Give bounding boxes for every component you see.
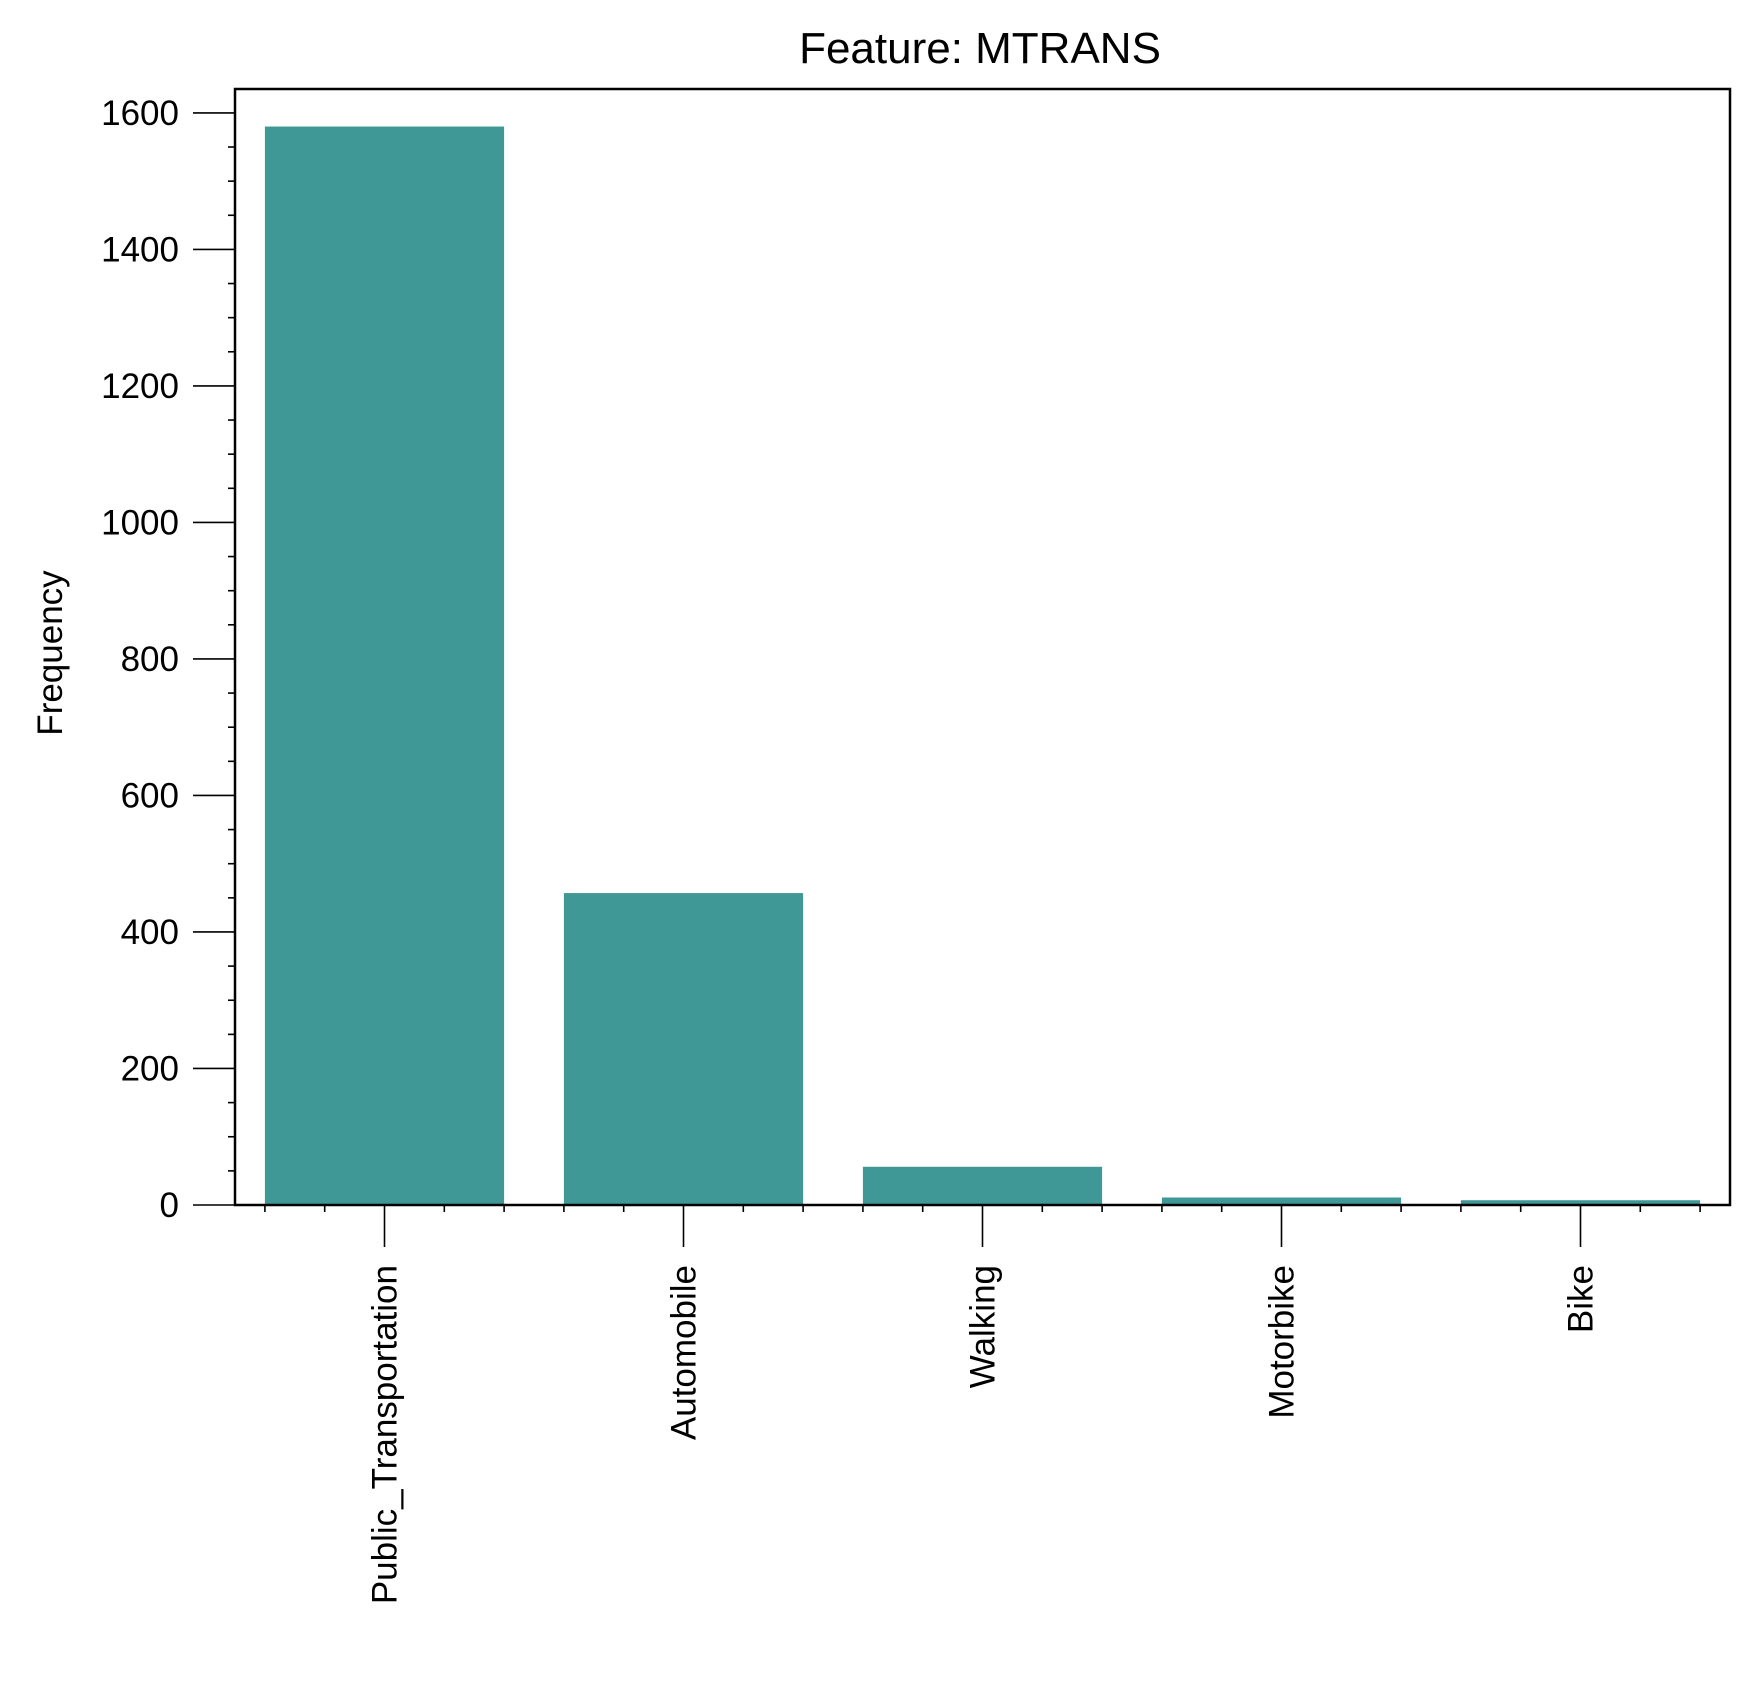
y-tick-label: 800 bbox=[121, 640, 179, 679]
y-tick-label: 600 bbox=[121, 776, 179, 815]
y-axis-label: Frequency bbox=[31, 570, 70, 736]
bar-bike bbox=[1460, 1200, 1701, 1205]
bar-automobile bbox=[563, 893, 804, 1205]
y-axis: 0 200 400 600 800 1000 1200 1400 1600 bbox=[101, 94, 235, 1225]
y-tick-label: 1400 bbox=[101, 230, 179, 269]
y-tick-label: 1000 bbox=[101, 503, 179, 542]
y-tick-label: 200 bbox=[121, 1049, 179, 1088]
bars-layer bbox=[264, 126, 1701, 1206]
y-tick-label: 0 bbox=[160, 1186, 179, 1225]
y-tick-label: 400 bbox=[121, 913, 179, 952]
x-tick-label: Public_Transportation bbox=[366, 1265, 405, 1604]
x-tick-label: Motorbike bbox=[1263, 1265, 1302, 1419]
y-tick-label: 1200 bbox=[101, 367, 179, 406]
plot-frame bbox=[233, 87, 1732, 1207]
x-tick-label: Walking bbox=[964, 1265, 1003, 1388]
x-tick-label: Bike bbox=[1562, 1265, 1601, 1333]
chart-title: Feature: MTRANS bbox=[799, 24, 1161, 73]
bar-motorbike bbox=[1161, 1197, 1402, 1205]
bar-public-transportation bbox=[264, 126, 505, 1206]
x-tick-label: Automobile bbox=[665, 1265, 704, 1440]
y-tick-label: 1600 bbox=[101, 94, 179, 133]
x-axis: Public_Transportation Automobile Walking Mo… bbox=[264, 1205, 1701, 1604]
bar-walking bbox=[862, 1166, 1103, 1205]
